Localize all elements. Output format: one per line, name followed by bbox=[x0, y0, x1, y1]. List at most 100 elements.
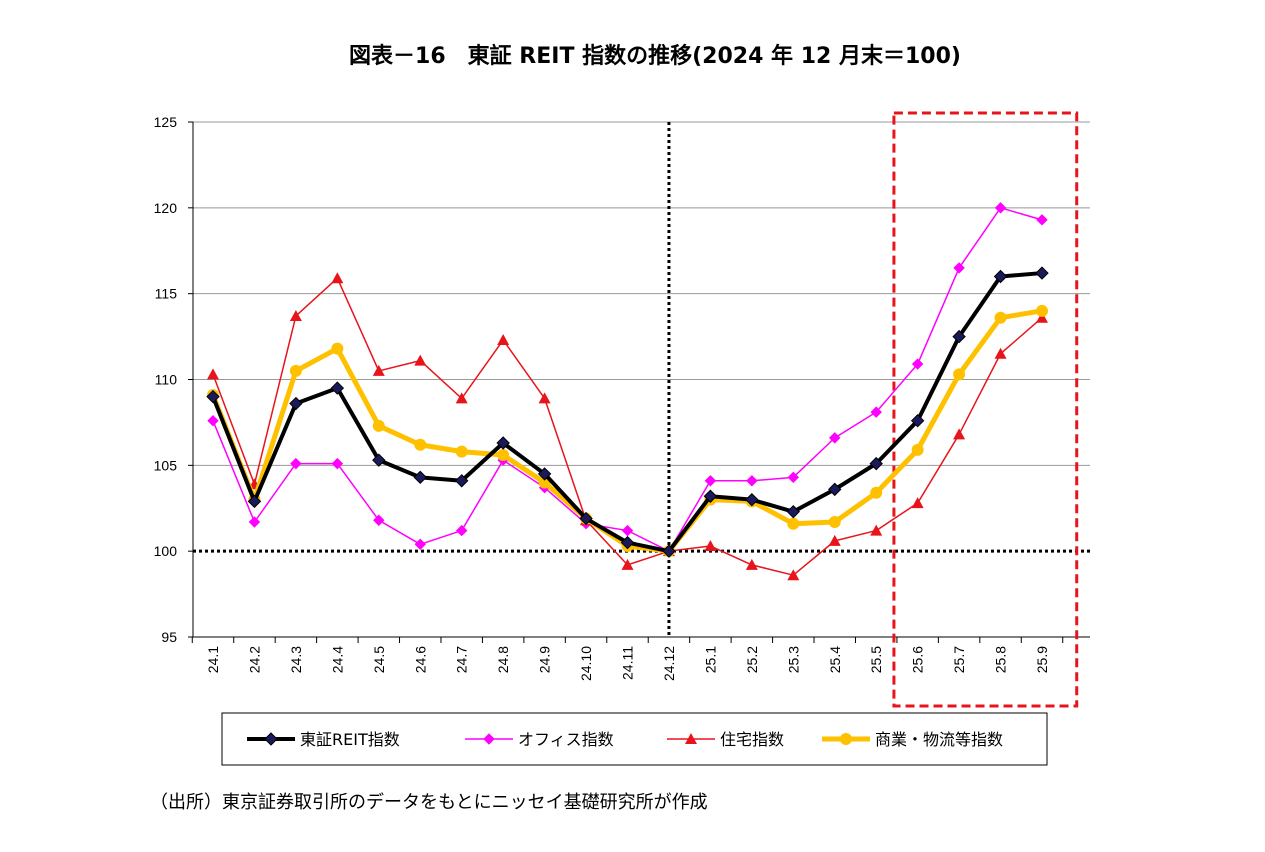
x-tick-label: 25.7 bbox=[951, 646, 967, 673]
y-tick-label: 105 bbox=[154, 457, 178, 473]
legend: 東証REIT指数 オフィス指数 住宅指数 商業・物流等指数 bbox=[221, 712, 1048, 766]
data-point-triangle bbox=[455, 392, 468, 404]
data-point-triangle bbox=[372, 364, 385, 376]
data-point-circle bbox=[414, 438, 427, 451]
y-tick-label: 120 bbox=[154, 200, 178, 216]
data-point-diamond bbox=[911, 358, 924, 370]
x-tick-label: 24.2 bbox=[246, 646, 262, 673]
data-point-diamond bbox=[1036, 214, 1048, 226]
x-tick-label: 25.6 bbox=[910, 646, 926, 673]
data-point-triangle bbox=[994, 347, 1007, 359]
legend-label: 商業・物流等指数 bbox=[875, 730, 1003, 749]
data-point-triangle bbox=[207, 368, 219, 380]
legend-box bbox=[221, 712, 1048, 766]
data-point-diamond bbox=[483, 733, 495, 745]
y-tick-label: 95 bbox=[161, 629, 177, 645]
data-point-diamond bbox=[264, 732, 278, 746]
data-point-diamond bbox=[620, 535, 635, 550]
data-point-triangle bbox=[538, 392, 551, 404]
data-point-diamond bbox=[787, 471, 800, 484]
x-tick-label: 24.6 bbox=[412, 646, 428, 673]
x-tick-label: 24.9 bbox=[537, 646, 553, 673]
data-point-diamond bbox=[621, 524, 634, 537]
y-tick-label: 125 bbox=[154, 114, 178, 130]
data-point-circle bbox=[497, 449, 510, 462]
data-point-circle bbox=[828, 515, 841, 528]
data-point-triangle bbox=[745, 558, 758, 570]
data-point-circle bbox=[870, 486, 883, 499]
y-tick-label: 115 bbox=[155, 286, 178, 302]
data-point-triangle bbox=[828, 534, 841, 546]
data-point-diamond bbox=[869, 456, 883, 471]
chart-title: 図表－16 東証 REIT 指数の推移(2024 年 12 月末＝100) bbox=[349, 43, 961, 69]
data-point-diamond bbox=[703, 489, 718, 503]
legend-label: 住宅指数 bbox=[720, 730, 784, 749]
x-tick-label: 24.5 bbox=[371, 646, 387, 673]
legend-label: 東証REIT指数 bbox=[300, 730, 400, 749]
data-point-triangle bbox=[621, 558, 634, 570]
x-tick-label: 24.10 bbox=[578, 646, 594, 681]
data-point-diamond bbox=[207, 414, 219, 427]
x-tick-label: 24.4 bbox=[329, 646, 345, 673]
series-1 bbox=[207, 202, 1048, 557]
series-line bbox=[211, 271, 1043, 554]
data-point-diamond bbox=[247, 494, 262, 509]
series-lines bbox=[206, 202, 1049, 581]
data-point-diamond bbox=[496, 436, 510, 450]
x-tick-label: 25.4 bbox=[827, 646, 843, 673]
data-point-triangle bbox=[911, 497, 924, 509]
data-point-triangle bbox=[331, 272, 344, 284]
data-point-triangle bbox=[953, 428, 966, 440]
data-point-triangle bbox=[1036, 311, 1048, 323]
x-tick-label: 25.3 bbox=[785, 646, 801, 673]
x-tick-label: 25.8 bbox=[993, 646, 1009, 673]
data-point-diamond bbox=[206, 389, 220, 404]
x-tick-label: 25.2 bbox=[744, 646, 760, 673]
x-tick-label: 24.11 bbox=[620, 646, 636, 680]
data-point-circle bbox=[372, 419, 385, 432]
data-point-diamond bbox=[455, 524, 468, 537]
series-3 bbox=[207, 304, 1048, 558]
data-point-diamond bbox=[994, 202, 1007, 214]
data-point-diamond bbox=[372, 453, 386, 467]
data-point-diamond bbox=[290, 457, 302, 470]
data-point-circle bbox=[911, 443, 924, 456]
data-point-diamond bbox=[289, 396, 303, 411]
data-point-triangle bbox=[787, 569, 800, 581]
data-point-triangle bbox=[289, 309, 302, 321]
source-note: （出所）東京証券取引所のデータをもとにニッセイ基礎研究所が作成 bbox=[150, 792, 708, 813]
x-tick-label: 24.1 bbox=[205, 646, 221, 673]
data-point-triangle bbox=[685, 733, 697, 744]
data-point-diamond bbox=[786, 504, 801, 519]
x-tick-label: 25.1 bbox=[702, 646, 718, 673]
data-point-diamond bbox=[745, 492, 759, 507]
data-point-diamond bbox=[1035, 266, 1049, 280]
data-point-triangle bbox=[497, 334, 510, 346]
data-point-diamond bbox=[537, 467, 552, 481]
data-point-diamond bbox=[829, 432, 841, 444]
data-point-triangle bbox=[414, 354, 427, 366]
data-point-diamond bbox=[414, 538, 426, 551]
data-point-circle bbox=[455, 445, 468, 458]
x-tick-label: 24.12 bbox=[661, 646, 677, 681]
data-point-circle bbox=[840, 733, 852, 745]
data-point-diamond bbox=[662, 544, 676, 558]
y-tick-label: 100 bbox=[154, 543, 178, 559]
data-point-diamond bbox=[413, 470, 427, 485]
highlight-box bbox=[892, 111, 1079, 708]
data-point-diamond bbox=[330, 381, 345, 395]
data-point-triangle bbox=[704, 540, 717, 552]
data-point-circle bbox=[1036, 304, 1048, 317]
data-point-circle bbox=[787, 517, 800, 530]
axes: 95 100 105 110 115 120 125 24.1 24.2 24.3 24.4 24.5… bbox=[154, 111, 1093, 708]
data-point-diamond bbox=[248, 516, 261, 528]
data-point-diamond bbox=[870, 406, 882, 418]
data-point-diamond bbox=[746, 475, 758, 487]
data-point-diamond bbox=[952, 329, 966, 344]
x-tick-label: 25.5 bbox=[868, 646, 884, 673]
x-tick-label: 24.7 bbox=[454, 646, 470, 673]
x-tick-label: 25.9 bbox=[1034, 646, 1050, 673]
data-point-circle bbox=[994, 311, 1007, 324]
data-point-diamond bbox=[704, 475, 717, 487]
